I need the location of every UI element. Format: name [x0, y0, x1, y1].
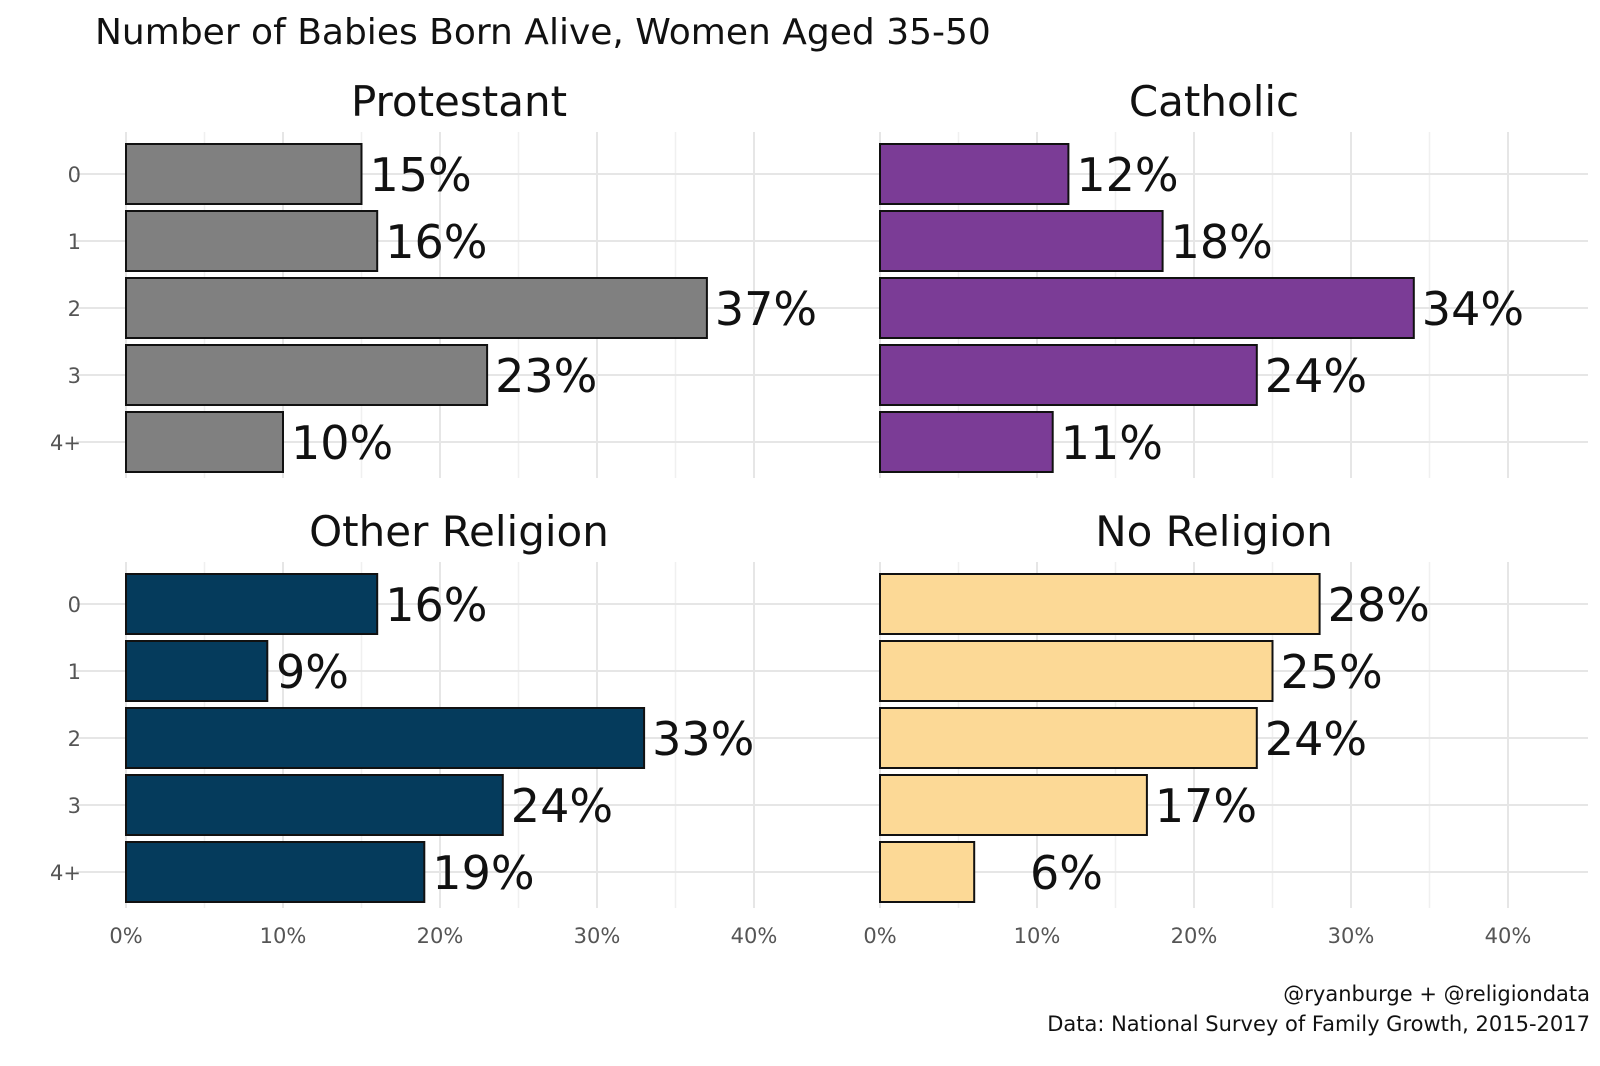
- facet-title-no-religion: No Religion: [1095, 507, 1333, 556]
- bar-catholic-2: [879, 277, 1415, 339]
- y-tick-label: 0: [68, 593, 81, 617]
- panel-protestant: Protestant 0 1 2 3 4+ 15% 16% 37% 23% 10%: [50, 77, 832, 478]
- data-label: 34%: [1422, 282, 1524, 336]
- data-label: 10%: [291, 416, 393, 470]
- x-tick-label: 10%: [1014, 924, 1061, 948]
- bar-protestant-3: [125, 344, 489, 406]
- x-tick-label: 40%: [731, 924, 778, 948]
- bar-catholic-3: [879, 344, 1258, 406]
- data-label: 15%: [370, 148, 472, 202]
- bar-no-religion-3: [879, 774, 1148, 836]
- bar-other-religion-1: [125, 640, 269, 702]
- facet-title-other-religion: Other Religion: [309, 507, 609, 556]
- data-label: 24%: [1265, 349, 1367, 403]
- x-tick-label: 0%: [109, 924, 142, 948]
- data-label: 24%: [1265, 712, 1367, 766]
- y-tick-label: 4+: [50, 431, 81, 455]
- chart-title: Number of Babies Born Alive, Women Aged …: [95, 12, 991, 53]
- bar-no-religion-0: [879, 573, 1321, 635]
- bar-no-religion-1: [879, 640, 1274, 702]
- x-tick-label: 30%: [574, 924, 621, 948]
- data-label: 17%: [1155, 779, 1257, 833]
- panel-no-religion: No Religion 0% 10% 20% 30% 40% 28% 25% 24%17% 6%: [830, 507, 1588, 948]
- x-tick-label: 10%: [260, 924, 307, 948]
- data-label: 6%: [1030, 846, 1103, 900]
- data-label: 23%: [495, 349, 597, 403]
- panel-catholic: Catholic 12% 18% 34% 24% 11%: [830, 77, 1588, 478]
- bar-no-religion-4plus: [879, 841, 976, 903]
- caption-source: Data: National Survey of Family Growth, …: [1047, 1012, 1590, 1036]
- bar-other-religion-2: [125, 707, 646, 769]
- y-tick-label: 4+: [50, 861, 81, 885]
- caption-credit: @ryanburge + @religiondata: [1283, 982, 1590, 1006]
- data-label: 11%: [1061, 416, 1163, 470]
- y-tick-label: 1: [68, 660, 81, 684]
- bar-protestant-0: [125, 143, 363, 205]
- bar-protestant-2: [125, 277, 708, 339]
- x-tick-label: 20%: [1171, 924, 1218, 948]
- bar-other-religion-3: [125, 774, 504, 836]
- data-label: 33%: [652, 712, 754, 766]
- y-tick-label: 2: [68, 727, 81, 751]
- bar-catholic-1: [879, 210, 1164, 272]
- bar-catholic-0: [879, 143, 1070, 205]
- data-label: 19%: [432, 846, 534, 900]
- chart-panels: Protestant01234+15%16%37%23%10%Catholic1…: [50, 77, 1588, 948]
- y-tick-label: 2: [68, 297, 81, 321]
- bar-other-religion-0: [125, 573, 379, 635]
- bar-protestant-1: [125, 210, 379, 272]
- data-label: 18%: [1171, 215, 1273, 269]
- bar-protestant-4plus: [125, 411, 284, 473]
- x-tick-label: 40%: [1485, 924, 1532, 948]
- y-tick-label: 3: [68, 794, 81, 818]
- data-label: 16%: [385, 578, 487, 632]
- data-label: 25%: [1281, 645, 1383, 699]
- bar-other-religion-4plus: [125, 841, 426, 903]
- x-tick-label: 0%: [863, 924, 896, 948]
- data-label: 9%: [276, 645, 349, 699]
- data-label: 16%: [385, 215, 487, 269]
- bar-no-religion-2: [879, 707, 1258, 769]
- panel-other-religion: Other Religion 0 1 2 3 4+ 0% 10% 20% 30% 40% 16% 9% 3…: [50, 507, 832, 948]
- facet-title-catholic: Catholic: [1129, 77, 1299, 126]
- data-label: 12%: [1076, 148, 1178, 202]
- facet-title-protestant: Protestant: [351, 77, 567, 126]
- data-label: 28%: [1328, 578, 1430, 632]
- y-tick-label: 1: [68, 230, 81, 254]
- y-tick-label: 3: [68, 364, 81, 388]
- data-label: 37%: [715, 282, 817, 336]
- x-tick-label: 30%: [1328, 924, 1375, 948]
- data-label: 24%: [511, 779, 613, 833]
- bar-catholic-4plus: [879, 411, 1054, 473]
- y-tick-label: 0: [68, 163, 81, 187]
- x-tick-label: 20%: [417, 924, 464, 948]
